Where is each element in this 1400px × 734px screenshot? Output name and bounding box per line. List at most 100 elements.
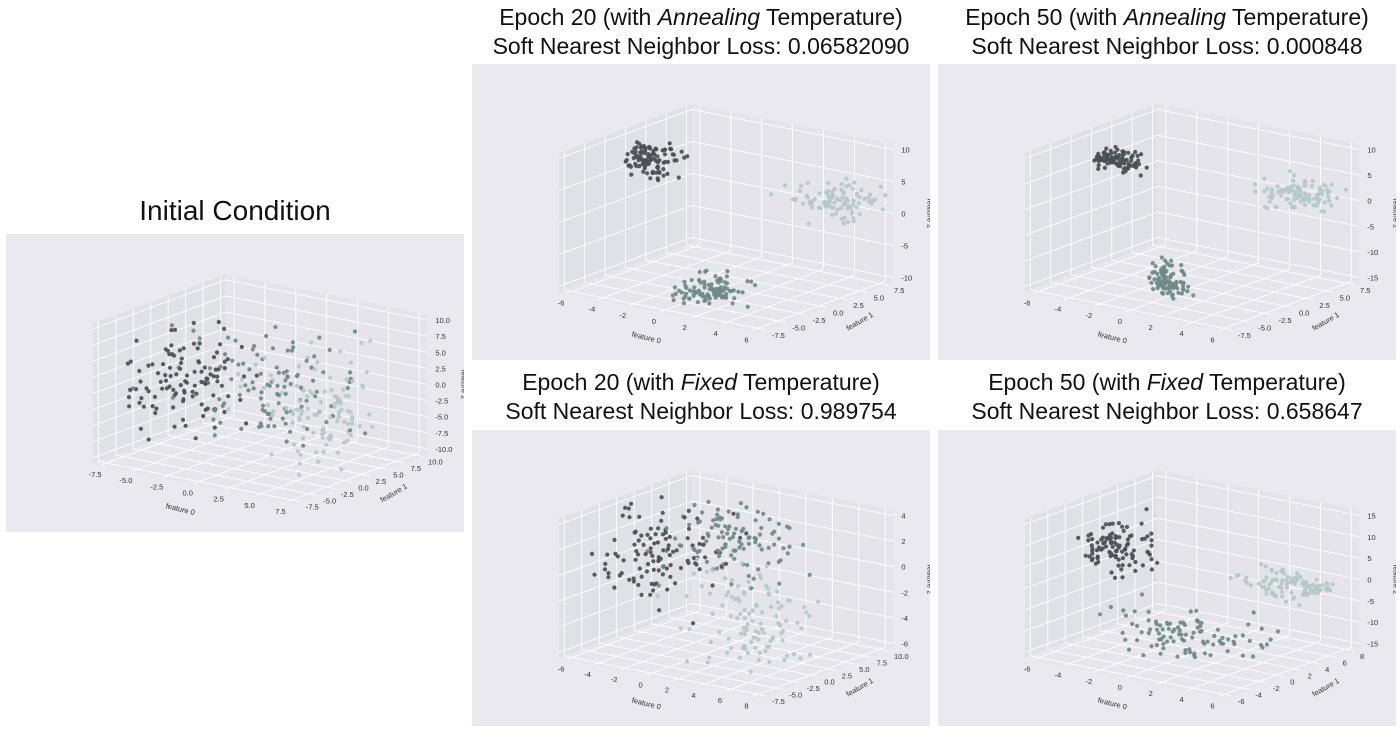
scatter-point [670,152,675,157]
scatter-point [717,629,722,635]
scatter-point [807,201,812,206]
scatter-point [217,397,222,402]
scatter-point [661,173,666,178]
scatter-point [1322,209,1327,214]
scatter-point [1256,581,1261,586]
scatter-point [804,610,809,615]
scatter-point [292,442,297,447]
scatter-point [1096,166,1101,171]
scatter-point [1188,609,1193,614]
scatter-point [1095,554,1100,559]
z-tick-label: -10 [901,273,912,282]
y-tick-label: -5.0 [792,323,805,332]
scatter-point [309,340,314,345]
scatter-point [1135,638,1140,643]
scatter-point [167,384,172,389]
scatter-point [850,210,855,215]
scatter-point [736,584,741,589]
scatter-point [137,400,142,405]
scatter-point [1291,204,1296,210]
scatter-point [1177,628,1182,633]
fixed-epoch20-svg: -6 -4 -2 0 2 4 6 8 -7.5 -5.0 -2.5 0.0 2.5 5.0 7.5 10.0 -… [558,469,930,711]
scatter-point [297,472,302,477]
scatter-point [1251,610,1256,615]
scatter-point [1083,553,1088,558]
scatter-point [1302,198,1307,203]
scatter-point [1125,541,1131,546]
scatter-point [785,551,790,556]
scatter-point [137,368,142,374]
scatter-point [218,364,223,369]
scatter-point [324,442,329,447]
z-tick-label: 5 [1367,171,1371,180]
scatter-point [775,589,780,594]
scatter-point [1208,653,1213,658]
scatter-point [661,167,666,172]
scatter-point [272,424,277,429]
scatter-point [163,378,169,383]
scatter-point [178,360,184,366]
scatter-point [1123,546,1128,551]
scatter-point [141,404,146,409]
scatter-point [212,408,218,413]
scatter-point [753,536,759,541]
scatter-point [1119,567,1124,572]
scatter-point [742,608,747,613]
x-tick-label: 0 [1118,317,1122,326]
scatter-point [851,219,856,224]
scatter-point [739,561,744,566]
scatter-point [321,370,326,375]
scatter-point [239,344,244,350]
scatter-point [671,298,676,303]
fixed-epoch20-title-post: Temperature) [737,369,880,395]
scatter-point [664,526,669,531]
scatter-point [1202,641,1207,646]
scatter-point [1250,654,1256,659]
scatter-point [767,659,772,664]
scatter-point [627,577,632,582]
scatter-point [1318,588,1323,593]
scatter-point [241,374,247,379]
scatter-point [697,541,702,546]
grid-line [666,252,868,293]
grid-line [1157,517,1360,559]
scatter-point [181,399,186,404]
grid-line [225,311,428,353]
scatter-point [1155,286,1160,291]
scatter-point [605,552,610,557]
scatter-point [1170,292,1175,297]
scatter-point [150,404,155,409]
scatter-point [1121,170,1126,175]
scatter-point [631,579,636,584]
z-axis-label: feature 2 [925,199,930,229]
scatter-point [1089,558,1094,563]
scatter-point [262,355,267,360]
y-tick-label: 2.5 [842,671,852,680]
z-tick-label: 10.0 [435,316,450,325]
scatter-point [1104,146,1109,151]
grid-line [1157,109,1360,150]
y-tick-label: 4 [1325,665,1329,674]
scatter-point [725,531,730,536]
scatter-point [167,365,173,370]
scatter-point [1090,537,1095,542]
scatter-point [838,198,843,203]
scatter-point [656,583,661,588]
scatter-point [275,391,280,397]
scatter-point [1155,560,1160,565]
y-tick-label: -5.0 [323,496,336,505]
grid-line [1100,629,1302,671]
scatter-point [753,540,758,545]
scatter-point [667,141,672,146]
x-tick-label: -6 [558,665,565,674]
scatter-point [851,198,856,203]
fixed-epoch50-title-post: Temperature) [1203,369,1346,395]
scatter-point [715,512,720,517]
scatter-point [1163,258,1168,263]
scatter-point [182,390,187,395]
scatter-point [1163,279,1168,284]
x-tick-label: 6 [718,696,722,705]
scatter-point [767,517,772,522]
scatter-point [284,410,289,415]
scatter-point [648,536,653,541]
